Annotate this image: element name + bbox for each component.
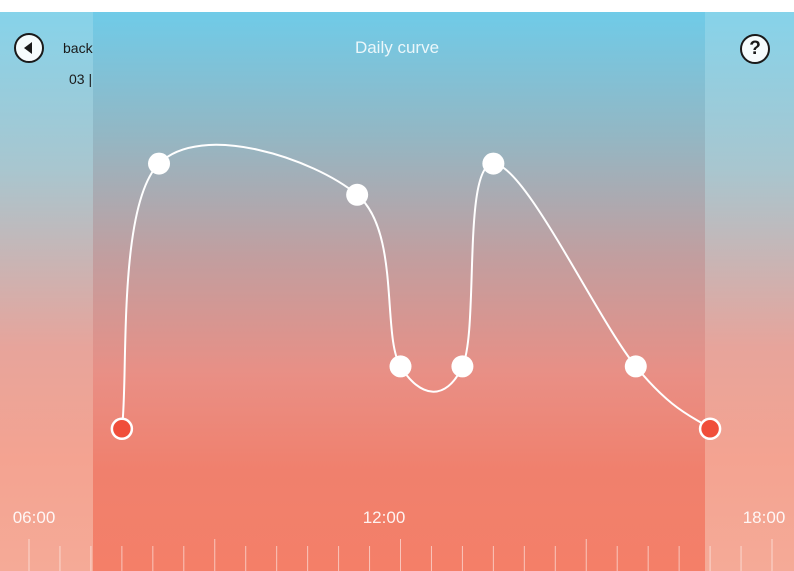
curve-endpoint-7[interactable] <box>698 417 722 441</box>
curve-handle-5[interactable] <box>482 152 505 175</box>
daily-curve-screen: back 03 | Daily curve ? 06:00 12:00 18:0… <box>0 12 794 571</box>
curve-handle-2[interactable] <box>346 183 369 206</box>
curve-handle-3[interactable] <box>389 355 412 378</box>
time-label-1800: 18:00 <box>742 508 786 527</box>
curve-handle-6[interactable] <box>624 355 647 378</box>
curve-endpoint-0[interactable] <box>110 417 134 441</box>
time-label-0600: 06:00 <box>12 508 56 527</box>
back-button[interactable] <box>14 33 44 63</box>
page-title: Daily curve <box>354 38 440 57</box>
curve-handle-4[interactable] <box>451 355 474 378</box>
time-label-1200: 12:00 <box>362 508 406 527</box>
active-period-band <box>93 12 705 571</box>
chevron-left-icon <box>24 42 32 54</box>
back-label[interactable]: back <box>63 40 93 56</box>
counter-label: 03 | <box>69 71 93 87</box>
help-button[interactable]: ? <box>740 34 770 64</box>
curve-points <box>110 152 722 441</box>
daily-curve-line <box>120 143 711 430</box>
curve-handle-1[interactable] <box>148 152 171 175</box>
daily-curve-chart[interactable] <box>0 12 794 571</box>
time-ticks <box>28 539 773 571</box>
question-mark-icon: ? <box>749 38 761 59</box>
